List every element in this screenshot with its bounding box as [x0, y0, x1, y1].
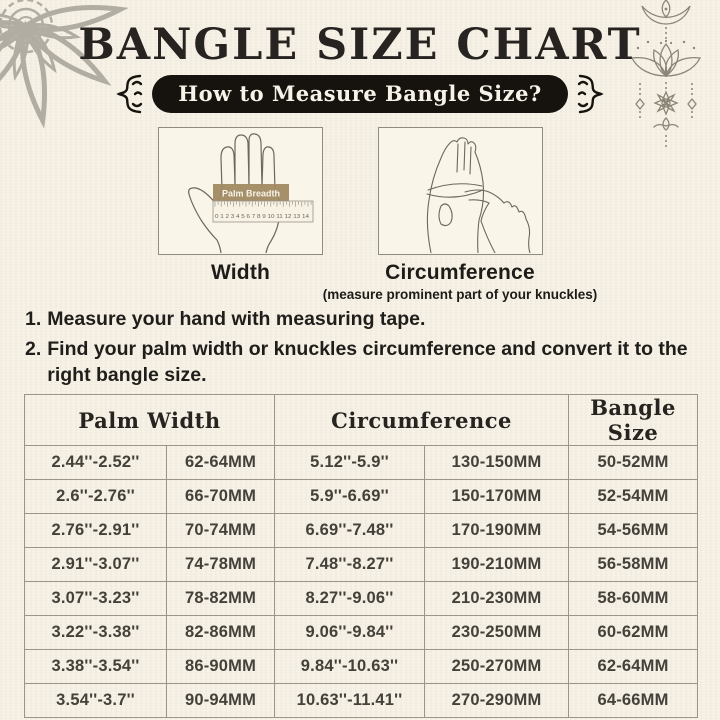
circumference-note: (measure prominent part of your knuckles…	[322, 287, 598, 302]
table-cell: 60-62MM	[568, 615, 699, 650]
table-cell: 2.44''-2.52''	[24, 445, 167, 480]
instruction-1: 1. Measure your hand with measuring tape…	[25, 307, 703, 332]
table-row: 3.07''-3.23'' 78-82MM 8.27''-9.06'' 210-230…	[24, 581, 699, 616]
circumference-label: Circumference	[385, 261, 535, 284]
table-cell: 70-74MM	[166, 513, 275, 548]
table-row: 3.22''-3.38'' 82-86MM 9.06''-9.84'' 230-250…	[24, 615, 699, 650]
table-cell: 2.6''-2.76''	[24, 479, 167, 514]
table-cell: 270-290MM	[423, 683, 570, 718]
instructions: 1. Measure your hand with measuring tape…	[25, 307, 703, 393]
instruction-2: 2. Find your palm width or knuckles circ…	[25, 337, 703, 388]
table-cell: 3.22''-3.38''	[24, 615, 167, 650]
instruction-number: 2.	[25, 338, 42, 361]
circumference-figure	[378, 127, 543, 255]
table-cell: 74-78MM	[166, 547, 275, 582]
table-cell: 5.12''-5.9''	[274, 445, 425, 480]
table-cell: 90-94MM	[166, 683, 275, 718]
knuckle-circumference-illustration-icon	[426, 137, 531, 254]
instruction-number: 1.	[25, 308, 42, 330]
table-cell: 150-170MM	[423, 479, 570, 514]
how-to-measure-badge-row: How to Measure Bangle Size?	[0, 74, 720, 114]
table-header-row: Palm Width Circumference Bangle Size	[24, 394, 699, 446]
table-cell: 250-270MM	[423, 649, 570, 684]
table-cell: 10.63''-11.41''	[274, 683, 425, 718]
palm-width-illustration-icon: Palm Breadth 0 1 2 3 4 5 6 7 8 9 10 11 1…	[188, 133, 314, 254]
instruction-text: Measure your hand with measuring tape.	[47, 308, 426, 330]
ruler-numbers: 0 1 2 3 4 5 6 7 8 9 10 11 12 13 14	[215, 214, 309, 220]
table-cell: 62-64MM	[166, 445, 275, 480]
size-table-body: 2.44''-2.52'' 62-64MM 5.12''-5.9'' 130-150M…	[24, 445, 699, 718]
ruler-ticks	[214, 201, 312, 207]
table-row: 2.6''-2.76'' 66-70MM 5.9''-6.69'' 150-170MM…	[24, 479, 699, 514]
table-cell: 3.54''-3.7''	[24, 683, 167, 718]
bangle-size-table: Palm Width Circumference Bangle Size 2.4…	[24, 394, 699, 718]
table-cell: 130-150MM	[423, 445, 570, 480]
width-figure: Palm Breadth 0 1 2 3 4 5 6 7 8 9 10 11 1…	[158, 127, 323, 255]
table-cell: 58-60MM	[568, 581, 699, 616]
flourish-left-icon	[116, 74, 143, 114]
flourish-right-icon	[577, 74, 604, 114]
table-row: 3.54''-3.7'' 90-94MM 10.63''-11.41'' 270-29…	[24, 683, 699, 718]
table-cell: 82-86MM	[166, 615, 275, 650]
page-title: BANGLE SIZE CHART	[78, 20, 642, 70]
measurement-figures: Palm Breadth 0 1 2 3 4 5 6 7 8 9 10 11 1…	[0, 127, 720, 307]
table-row: 2.76''-2.91'' 70-74MM 6.69''-7.48'' 170-190…	[24, 513, 699, 548]
table-cell: 3.38''-3.54''	[24, 649, 167, 684]
table-cell: 56-58MM	[568, 547, 699, 582]
table-cell: 170-190MM	[423, 513, 570, 548]
table-cell: 9.84''-10.63''	[274, 649, 425, 684]
table-cell: 64-66MM	[568, 683, 699, 718]
table-cell: 2.76''-2.91''	[24, 513, 167, 548]
table-cell: 78-82MM	[166, 581, 275, 616]
table-cell: 9.06''-9.84''	[274, 615, 425, 650]
table-cell: 6.69''-7.48''	[274, 513, 425, 548]
table-cell: 66-70MM	[166, 479, 275, 514]
table-cell: 230-250MM	[423, 615, 570, 650]
table-cell: 86-90MM	[166, 649, 275, 684]
table-cell: 52-54MM	[568, 479, 699, 514]
instruction-text: Find your palm width or knuckles circumf…	[47, 338, 688, 386]
table-cell: 8.27''-9.06''	[274, 581, 425, 616]
bangle-size-header: Bangle Size	[568, 394, 699, 446]
table-cell: 3.07''-3.23''	[24, 581, 167, 616]
table-cell: 190-210MM	[423, 547, 570, 582]
table-cell: 50-52MM	[568, 445, 699, 480]
table-cell: 7.48''-8.27''	[274, 547, 425, 582]
table-row: 3.38''-3.54'' 86-90MM 9.84''-10.63'' 250-27…	[24, 649, 699, 684]
how-to-measure-badge: How to Measure Bangle Size?	[152, 75, 568, 113]
palm-width-header: Palm Width	[24, 394, 275, 446]
table-row: 2.91''-3.07'' 74-78MM 7.48''-8.27'' 190-210…	[24, 547, 699, 582]
table-cell: 5.9''-6.69''	[274, 479, 425, 514]
table-cell: 54-56MM	[568, 513, 699, 548]
table-cell: 210-230MM	[423, 581, 570, 616]
table-cell: 2.91''-3.07''	[24, 547, 167, 582]
width-label: Width	[210, 261, 271, 284]
circumference-header: Circumference	[273, 394, 570, 446]
table-row: 2.44''-2.52'' 62-64MM 5.12''-5.9'' 130-150M…	[24, 445, 699, 480]
table-cell: 62-64MM	[568, 649, 699, 684]
tape-label: Palm Breadth	[222, 189, 280, 199]
